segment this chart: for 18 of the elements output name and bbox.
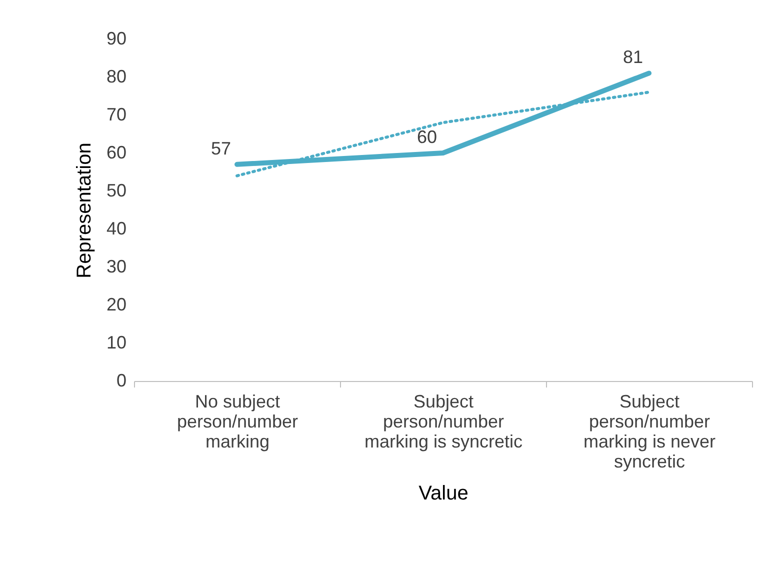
y-tick-label: 70 (106, 104, 126, 124)
data-label: 57 (210, 138, 231, 158)
y-tick-label: 30 (106, 256, 126, 276)
y-tick-label: 20 (106, 294, 126, 314)
y-tick-label: 90 (106, 28, 126, 48)
y-axis-title: Representation (73, 142, 96, 278)
x-tick-label: Subject person/number marking is never syncretic (583, 392, 716, 472)
y-tick-label: 60 (106, 142, 126, 162)
y-tick-label: 10 (106, 332, 126, 352)
data-label: 81 (622, 47, 643, 68)
x-tick-label: Subject person/number marking is syncretic (364, 392, 523, 452)
y-tick-label: 40 (106, 218, 126, 238)
y-tick-label: 50 (106, 180, 126, 200)
x-axis-title: Value (418, 482, 468, 504)
data-label: 60 (416, 127, 437, 147)
y-tick-label: 0 (116, 370, 126, 390)
x-tick-label: No subject person/number marking (176, 392, 298, 452)
y-tick-label: 80 (106, 66, 126, 86)
